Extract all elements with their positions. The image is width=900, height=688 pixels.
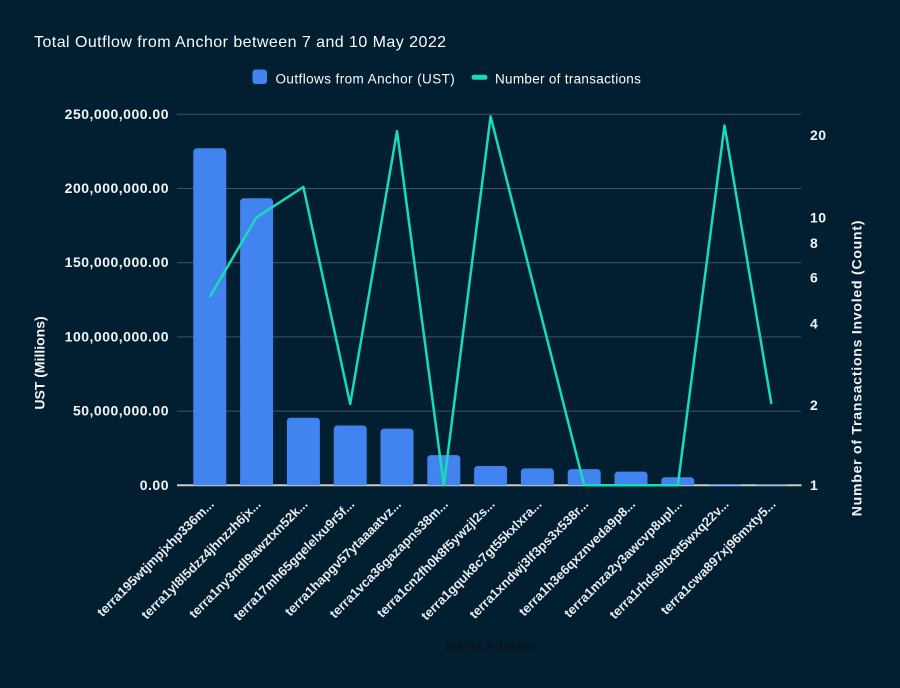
svg-text:6: 6 bbox=[810, 270, 818, 286]
svg-text:Wallet Address: Wallet Address bbox=[445, 638, 538, 653]
svg-text:20: 20 bbox=[810, 127, 827, 143]
svg-text:0.00: 0.00 bbox=[140, 477, 169, 493]
svg-text:Number of Transactions Involed: Number of Transactions Involed (Count) bbox=[849, 220, 865, 516]
svg-text:2: 2 bbox=[810, 397, 818, 413]
svg-text:10: 10 bbox=[810, 210, 827, 226]
svg-text:50,000,000.00: 50,000,000.00 bbox=[73, 403, 169, 419]
svg-text:UST (Millions): UST (Millions) bbox=[32, 316, 48, 409]
svg-text:100,000,000.00: 100,000,000.00 bbox=[65, 328, 169, 344]
svg-text:Outflows from Anchor (UST): Outflows from Anchor (UST) bbox=[276, 72, 456, 87]
svg-text:150,000,000.00: 150,000,000.00 bbox=[65, 254, 169, 270]
svg-text:Number of transactions: Number of transactions bbox=[495, 72, 641, 87]
svg-text:200,000,000.00: 200,000,000.00 bbox=[65, 180, 169, 196]
svg-text:250,000,000.00: 250,000,000.00 bbox=[65, 106, 169, 122]
svg-text:4: 4 bbox=[810, 315, 818, 331]
svg-text:Total Outflow from Anchor betw: Total Outflow from Anchor between 7 and … bbox=[34, 34, 447, 51]
svg-text:1: 1 bbox=[810, 477, 818, 493]
svg-text:8: 8 bbox=[810, 235, 818, 251]
